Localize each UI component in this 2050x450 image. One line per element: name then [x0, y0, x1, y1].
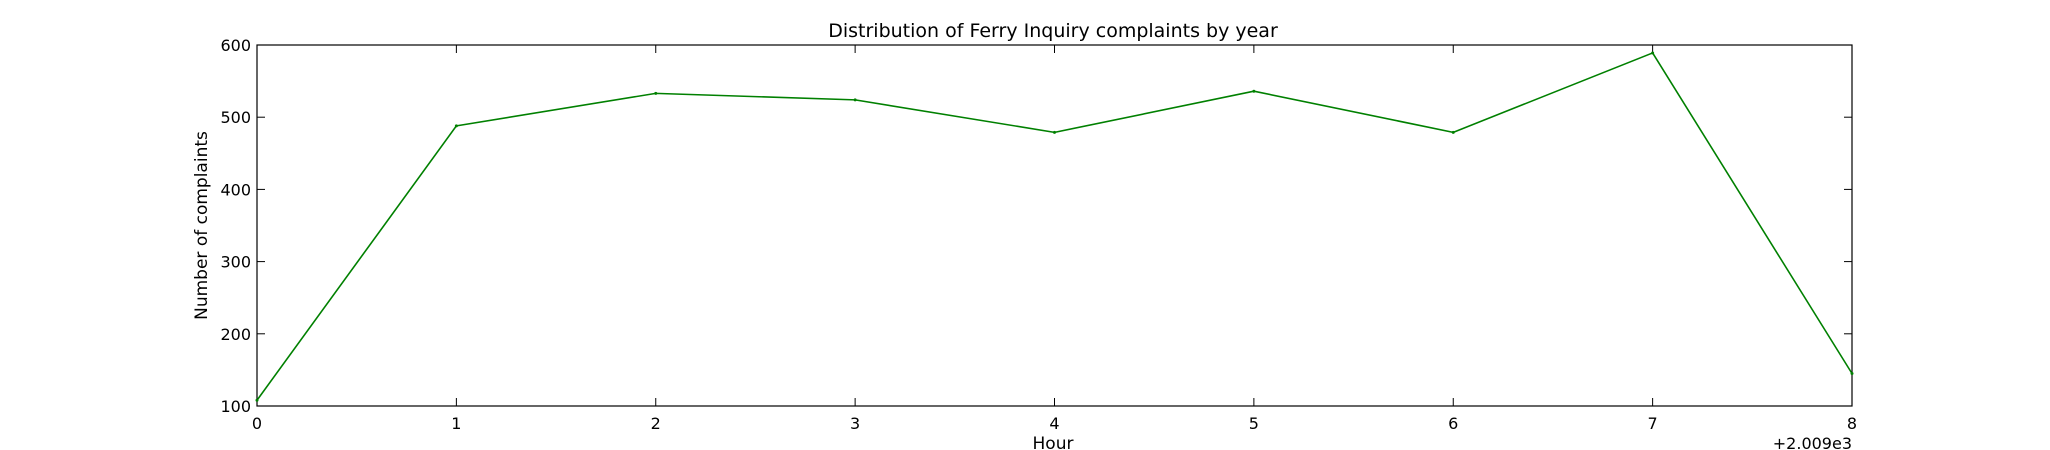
data-point	[1053, 130, 1056, 134]
x-axis-label: Hour	[1033, 434, 1074, 450]
data-point	[454, 124, 458, 128]
y-tick-label: 200	[220, 325, 251, 344]
x-axis-ticks: 0 1 2 3 4 5 6 7 8	[252, 45, 1857, 433]
data-point	[1451, 130, 1455, 134]
x-tick-label: 3	[850, 414, 860, 433]
x-tick-label: 5	[1249, 414, 1259, 433]
x-tick-label: 8	[1847, 414, 1857, 433]
x-tick-label: 0	[252, 414, 262, 433]
y-tick-label: 500	[220, 108, 251, 127]
x-tick-label: 7	[1648, 414, 1658, 433]
y-tick-label: 600	[220, 36, 251, 55]
data-point	[1850, 372, 1854, 376]
x-axis-offset-label: +2.009e3	[1773, 434, 1852, 450]
data-point	[853, 98, 857, 102]
x-tick-label: 2	[651, 414, 661, 433]
x-tick-label: 4	[1049, 414, 1059, 433]
x-tick-label: 1	[451, 414, 461, 433]
plot-frame	[256, 44, 1853, 407]
y-axis-label: Number of complaints	[192, 131, 212, 320]
data-point	[654, 91, 658, 95]
y-tick-label: 100	[220, 397, 251, 416]
chart-title: Distribution of Ferry Inquiry complaints…	[828, 20, 1278, 42]
y-tick-label: 300	[220, 253, 251, 272]
data-point	[1651, 51, 1655, 55]
y-axis-ticks: 100 200 300 400 500 600	[220, 36, 1852, 416]
x-tick-label: 6	[1448, 414, 1458, 433]
data-point	[255, 398, 259, 402]
data-point	[1252, 89, 1256, 93]
y-tick-label: 400	[220, 180, 251, 199]
series-layer	[255, 51, 1854, 402]
series-line	[256, 52, 1853, 401]
